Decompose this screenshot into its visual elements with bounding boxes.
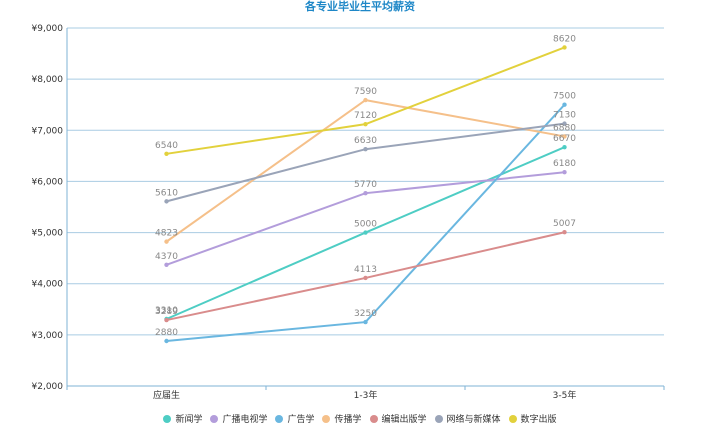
legend: 新闻学 广播电视学 广告学 传播学 编辑出版学 网络与新媒体 数字出版: [0, 412, 720, 425]
y-tick-label: ¥2,000: [32, 382, 64, 392]
data-label: 3250: [354, 309, 377, 319]
data-point: [363, 275, 368, 281]
legend-label: 数字出版: [520, 415, 557, 425]
data-label: 6880: [553, 123, 576, 133]
data-point: [363, 230, 368, 235]
data-label: 6540: [155, 141, 178, 151]
data-label: 4823: [155, 229, 178, 239]
data-point: [164, 338, 169, 344]
chart-title: 各专业毕业生平均薪资: [305, 0, 415, 13]
legend-marker-icon: [275, 415, 284, 423]
data-point: [562, 144, 567, 150]
data-point: [363, 190, 368, 196]
data-point: [164, 317, 169, 323]
data-point: [562, 102, 567, 107]
data-point: [562, 134, 567, 139]
legend-item[interactable]: 传播学: [322, 412, 362, 425]
legend-item[interactable]: 数字出版: [508, 412, 557, 425]
data-label: 5007: [553, 219, 576, 229]
legend-marker-icon: [369, 415, 378, 423]
data-point: [164, 151, 169, 157]
legend-label: 网络与新媒体: [446, 415, 501, 425]
y-tick-label: ¥7,000: [32, 126, 64, 136]
y-tick-label: ¥9,000: [32, 24, 64, 34]
legend-label: 编辑出版学: [381, 415, 427, 425]
legend-label: 新闻学: [175, 415, 203, 425]
data-label: 2880: [155, 328, 178, 338]
legend-label: 广播电视学: [222, 415, 268, 425]
series-lines: [164, 45, 567, 344]
data-label: 4113: [354, 265, 377, 275]
data-point: [164, 199, 169, 204]
legend-item[interactable]: 广播电视学: [210, 412, 267, 425]
x-tick-label: 1-3年: [354, 389, 378, 401]
data-point: [562, 230, 567, 235]
data-label: 5770: [354, 180, 377, 190]
data-label: 3310: [155, 306, 178, 316]
axes: ¥2,000 ¥3,000 ¥4,000 ¥5,000 ¥6,000 ¥7,000 ¥8,0…: [32, 24, 665, 401]
y-tick-label: ¥4,000: [32, 280, 64, 290]
data-label: 6670: [553, 134, 576, 144]
legend-marker-icon: [508, 415, 517, 423]
legend-item[interactable]: 新闻学: [163, 412, 202, 425]
data-label: 7130: [553, 111, 576, 121]
legend-label: 传播学: [334, 415, 362, 425]
y-tick-label: ¥5,000: [32, 229, 64, 239]
data-label: 5000: [354, 220, 377, 230]
data-label: 5610: [155, 188, 178, 198]
data-label: 3289: [155, 307, 178, 317]
data-label: 6630: [354, 136, 377, 146]
data-point: [562, 45, 567, 50]
legend-marker-icon: [163, 415, 172, 423]
y-tick-label: ¥6,000: [32, 177, 64, 187]
legend-item[interactable]: 广告学: [275, 412, 314, 425]
data-point: [562, 170, 567, 175]
legend-marker-icon: [210, 415, 219, 423]
data-label: 8620: [553, 34, 576, 44]
data-point: [363, 319, 368, 325]
data-point: [363, 147, 368, 152]
legend-label: 广告学: [287, 415, 315, 425]
data-labels: 3310 5000 6670 4370 5770 6180 2880 3250 7500 4823…: [155, 34, 576, 338]
legend-marker-icon: [434, 415, 443, 423]
y-tick-label: ¥8,000: [32, 75, 64, 85]
data-label: 6180: [553, 159, 576, 169]
legend-item[interactable]: 网络与新媒体: [434, 412, 501, 425]
x-tick-label: 应届生: [153, 389, 180, 401]
x-tick-label: 3-5年: [553, 389, 577, 401]
legend-marker-icon: [322, 415, 331, 423]
data-label: 7590: [354, 87, 377, 97]
data-label: 4370: [155, 252, 178, 262]
data-point: [562, 121, 567, 126]
legend-item[interactable]: 编辑出版学: [369, 412, 427, 425]
y-tick-label: ¥3,000: [32, 331, 64, 341]
data-point: [363, 121, 368, 127]
data-point: [164, 262, 169, 267]
data-point: [164, 239, 169, 244]
data-point: [363, 97, 368, 103]
data-label: 7500: [553, 92, 576, 102]
data-label: 7120: [354, 111, 377, 121]
